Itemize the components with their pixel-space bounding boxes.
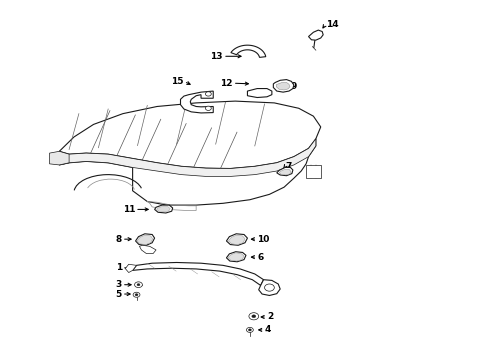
Text: 13: 13: [211, 52, 223, 61]
Polygon shape: [137, 235, 153, 244]
Polygon shape: [279, 169, 291, 175]
Text: 7: 7: [285, 162, 292, 171]
Text: 6: 6: [257, 253, 264, 262]
Circle shape: [248, 329, 251, 331]
Text: 4: 4: [265, 325, 271, 334]
Circle shape: [135, 294, 138, 296]
Text: 3: 3: [116, 280, 122, 289]
Text: 8: 8: [116, 235, 122, 244]
Polygon shape: [228, 235, 245, 244]
Polygon shape: [155, 205, 172, 213]
Polygon shape: [140, 245, 156, 253]
Text: 2: 2: [267, 312, 273, 321]
Polygon shape: [59, 101, 321, 168]
Polygon shape: [136, 234, 155, 245]
Circle shape: [205, 92, 211, 96]
Circle shape: [249, 313, 259, 320]
Polygon shape: [231, 45, 266, 57]
Polygon shape: [59, 139, 316, 205]
Circle shape: [133, 292, 140, 297]
Text: 10: 10: [257, 235, 270, 244]
Text: 5: 5: [116, 289, 122, 298]
Polygon shape: [49, 151, 69, 165]
Circle shape: [205, 106, 211, 111]
Circle shape: [135, 282, 143, 288]
Polygon shape: [276, 82, 290, 90]
Polygon shape: [309, 30, 323, 40]
Text: 12: 12: [220, 79, 233, 88]
Text: 9: 9: [291, 82, 297, 91]
Text: 1: 1: [116, 264, 122, 273]
Polygon shape: [306, 165, 321, 178]
Polygon shape: [273, 80, 294, 92]
Text: 14: 14: [326, 19, 338, 28]
Text: 11: 11: [122, 205, 135, 214]
Polygon shape: [228, 253, 244, 261]
Polygon shape: [157, 207, 170, 212]
Polygon shape: [226, 252, 246, 262]
Polygon shape: [247, 89, 272, 98]
Polygon shape: [226, 234, 247, 245]
Polygon shape: [277, 167, 293, 176]
Polygon shape: [133, 262, 264, 285]
Text: 15: 15: [172, 77, 184, 86]
Circle shape: [137, 284, 140, 286]
Polygon shape: [259, 280, 280, 296]
Polygon shape: [59, 139, 316, 176]
Circle shape: [265, 284, 274, 291]
Polygon shape: [125, 264, 137, 273]
Polygon shape: [180, 91, 213, 113]
Circle shape: [246, 327, 253, 332]
Circle shape: [252, 315, 256, 318]
